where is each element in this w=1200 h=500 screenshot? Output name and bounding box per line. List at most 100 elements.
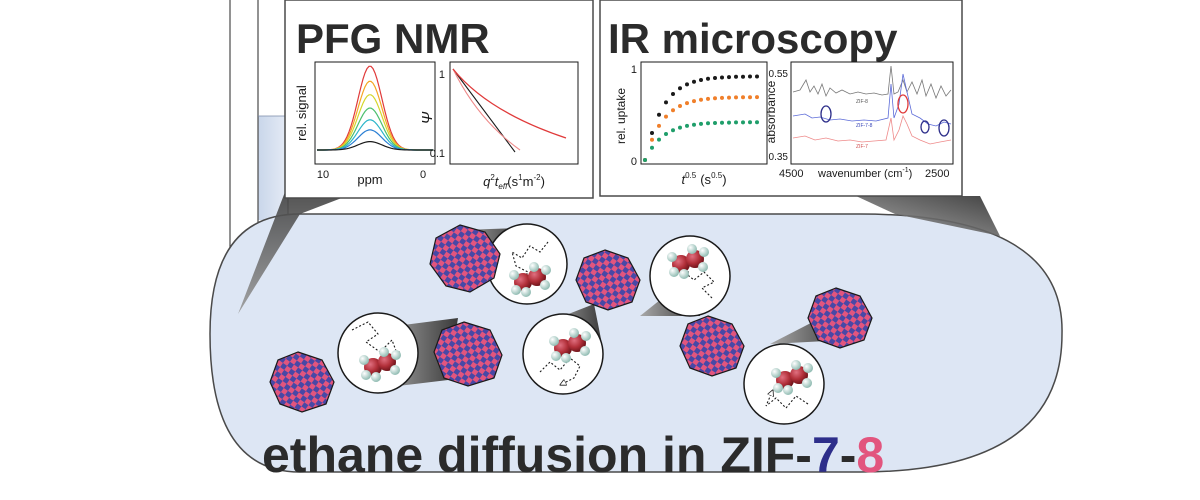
molecule-1 bbox=[509, 262, 551, 297]
uptake-xlabel-close: ) bbox=[722, 172, 726, 187]
uptake-point-s3 bbox=[748, 120, 752, 125]
uptake-point-s2 bbox=[657, 123, 661, 128]
band-marker-3 bbox=[920, 120, 930, 134]
spectra-tick-bottom: 0.35 bbox=[769, 152, 789, 163]
spectrum-xlabel: ppm bbox=[357, 172, 382, 187]
uptake-point-s1 bbox=[727, 75, 731, 80]
uptake-point-s1 bbox=[741, 74, 745, 79]
spectra-xlabel-sup: -1 bbox=[902, 167, 908, 174]
uptake-tick-top: 1 bbox=[631, 64, 637, 76]
spectrum-tick-right: 0 bbox=[420, 169, 426, 181]
uptake-point-s3 bbox=[741, 120, 745, 125]
uptake-xlabel: t0.5 (s0.5) bbox=[681, 171, 726, 187]
band-marker-2 bbox=[897, 94, 909, 114]
uptake-point-s1 bbox=[650, 131, 654, 135]
uptake-xlabel-t-sup: 0.5 bbox=[685, 171, 697, 180]
uptake-point-s3 bbox=[664, 132, 668, 136]
uptake-point-s3 bbox=[727, 120, 731, 125]
crystal-1 bbox=[429, 224, 501, 293]
zif-medium-blob bbox=[209, 213, 1063, 473]
legend-zif-8: ZIF-8 bbox=[856, 99, 868, 105]
crystal-3 bbox=[433, 321, 503, 387]
uptake-point-s2 bbox=[678, 104, 682, 108]
uptake-point-s2 bbox=[664, 114, 668, 119]
ir-microscopy-title: IR microscopy bbox=[608, 15, 898, 62]
uptake-xlabel-unit: (s bbox=[700, 172, 711, 187]
spectra-xlabel: wavenumber (cm-1) bbox=[817, 167, 912, 180]
spectra-ylabel: absorbance bbox=[764, 80, 778, 143]
walk-path-4 bbox=[684, 272, 715, 299]
uptake-point-s3 bbox=[699, 121, 703, 126]
attenuation-tick-bottom: 0.1 bbox=[430, 148, 445, 160]
walk-path-5 bbox=[765, 392, 809, 409]
molecule-4 bbox=[667, 244, 709, 279]
caption-zif-8: 8 bbox=[856, 427, 885, 483]
molecule-5 bbox=[771, 360, 813, 395]
uptake-point-s1 bbox=[692, 79, 696, 84]
uptake-point-s2 bbox=[734, 95, 738, 100]
caption-zif-7: 7 bbox=[811, 427, 840, 483]
uptake-point-s2 bbox=[720, 95, 724, 100]
main-caption: ethane diffusion in ZIF-7-8 bbox=[262, 430, 962, 480]
uptake-point-s1 bbox=[657, 112, 661, 117]
crystal-4 bbox=[269, 351, 335, 413]
spectrum-tick-left: 10 bbox=[317, 169, 329, 181]
spectrum-curve-7 bbox=[317, 141, 433, 151]
uptake-point-s2 bbox=[671, 108, 675, 113]
ir-zoom-funnel bbox=[856, 196, 1000, 236]
molecule-3 bbox=[549, 328, 591, 363]
uptake-point-s3 bbox=[706, 121, 710, 126]
uptake-point-s1 bbox=[706, 76, 710, 81]
pfg-zoom-funnel bbox=[238, 166, 425, 314]
spectrum-line-zif-7-8 bbox=[792, 73, 952, 127]
uptake-point-s1 bbox=[664, 100, 668, 105]
spectrum-line-zif-8 bbox=[792, 65, 952, 100]
walk-path-1 bbox=[511, 241, 549, 282]
attenuation-pink-curve bbox=[452, 68, 521, 151]
uptake-point-s3 bbox=[734, 120, 738, 125]
uptake-point-s3 bbox=[692, 122, 696, 127]
band-marker-4 bbox=[938, 119, 950, 137]
spectra-xtick-right: 2500 bbox=[925, 168, 949, 180]
uptake-point-s2 bbox=[727, 95, 731, 100]
uptake-point-s3 bbox=[720, 120, 724, 125]
xlabel-m: m bbox=[523, 174, 534, 189]
ir-uptake-plot: rel. uptake 1 0 t0.5 (s0.5) bbox=[614, 61, 768, 187]
uptake-point-s2 bbox=[699, 97, 703, 102]
uptake-point-s2 bbox=[741, 95, 745, 100]
uptake-point-s2 bbox=[706, 96, 710, 101]
molecule-2 bbox=[359, 347, 401, 382]
uptake-point-s2 bbox=[755, 95, 759, 100]
walk-path-3 bbox=[539, 357, 581, 384]
uptake-point-s2 bbox=[650, 137, 654, 142]
uptake-point-s3 bbox=[657, 137, 661, 142]
uptake-point-s3 bbox=[713, 121, 717, 125]
uptake-point-s1 bbox=[671, 92, 675, 96]
uptake-point-s1 bbox=[678, 86, 682, 91]
nmr-spectrum-plot: rel. signal 10 0 ppm bbox=[294, 61, 436, 187]
attenuation-tick-top: 1 bbox=[439, 69, 445, 81]
ethane-molecule-icon bbox=[359, 244, 813, 395]
attenuation-ylabel: Ψ bbox=[419, 111, 436, 124]
xlabel-unit-sup2: -2 bbox=[533, 173, 541, 182]
xlabel-q: q bbox=[483, 174, 491, 189]
uptake-point-s3 bbox=[643, 158, 647, 162]
band-marker-1 bbox=[820, 105, 832, 123]
uptake-xlabel-t: t bbox=[681, 172, 686, 187]
uptake-point-s1 bbox=[699, 78, 703, 82]
xlabel-t-sub: eff bbox=[498, 182, 508, 191]
crystal-icon bbox=[269, 224, 873, 413]
spectrum-line-zif-7 bbox=[792, 114, 952, 145]
uptake-point-s1 bbox=[734, 74, 738, 79]
nmr-attenuation-plot: Ψ 1 0.1 q2teff(s1m-2) bbox=[419, 61, 579, 191]
legend-zif-7-8: ZIF-7-8 bbox=[856, 123, 873, 129]
caption-prefix: ethane diffusion in ZIF- bbox=[262, 427, 812, 483]
attenuation-red-curve bbox=[452, 68, 567, 139]
crystal-6 bbox=[807, 287, 873, 349]
uptake-point-s3 bbox=[678, 125, 682, 130]
xlabel-unit: (s bbox=[507, 174, 518, 189]
spectra-xtick-left: 4500 bbox=[779, 168, 803, 180]
uptake-point-s1 bbox=[720, 75, 724, 80]
